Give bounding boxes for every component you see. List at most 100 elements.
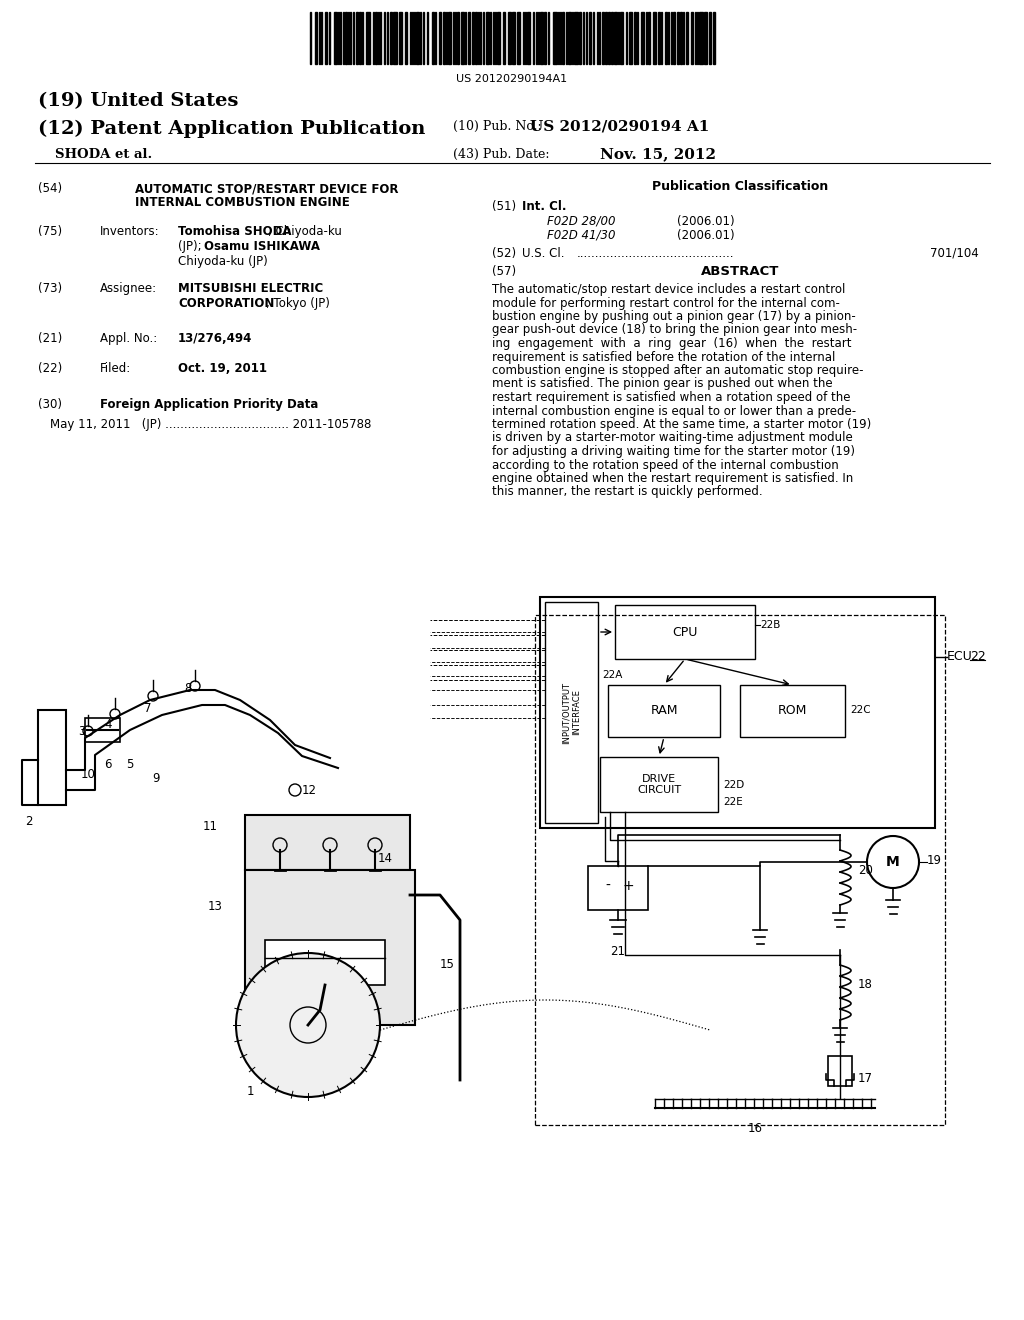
Text: MITSUBISHI ELECTRIC: MITSUBISHI ELECTRIC xyxy=(178,282,324,294)
Bar xyxy=(245,870,415,1026)
Bar xyxy=(527,12,530,63)
Text: RAM: RAM xyxy=(650,705,678,718)
Bar xyxy=(648,12,650,63)
Text: 15: 15 xyxy=(440,958,455,972)
Bar xyxy=(686,12,688,63)
Bar xyxy=(517,12,520,63)
Bar xyxy=(608,685,720,737)
Bar xyxy=(615,605,755,659)
Bar xyxy=(457,12,459,63)
Bar xyxy=(416,12,419,63)
Text: 16: 16 xyxy=(748,1122,763,1135)
Bar xyxy=(620,12,623,63)
Text: 11: 11 xyxy=(203,820,217,833)
Text: 22A: 22A xyxy=(602,671,623,680)
Text: 4: 4 xyxy=(104,718,112,731)
Text: (2006.01): (2006.01) xyxy=(677,215,734,228)
Text: INTERNAL COMBUSTION ENGINE: INTERNAL COMBUSTION ENGINE xyxy=(135,195,350,209)
Text: gear push-out device (18) to bring the pinion gear into mesh-: gear push-out device (18) to bring the p… xyxy=(492,323,857,337)
Bar xyxy=(366,12,370,63)
Bar xyxy=(740,685,845,737)
Bar xyxy=(399,12,402,63)
Bar xyxy=(245,814,410,870)
Text: 14: 14 xyxy=(378,851,393,865)
Bar xyxy=(359,12,361,63)
Text: (54): (54) xyxy=(38,182,62,195)
Text: Osamu ISHIKAWA: Osamu ISHIKAWA xyxy=(204,240,319,253)
Text: 22D: 22D xyxy=(723,780,744,789)
Text: US 20120290194A1: US 20120290194A1 xyxy=(457,74,567,84)
Bar xyxy=(85,718,120,742)
Bar xyxy=(677,12,679,63)
Text: (12) Patent Application Publication: (12) Patent Application Publication xyxy=(38,120,425,139)
Text: May 11, 2011   (JP) ................................. 2011-105788: May 11, 2011 (JP) ......................… xyxy=(50,418,372,432)
Text: F02D 28/00: F02D 28/00 xyxy=(547,215,615,228)
Text: Chiyoda-ku (JP): Chiyoda-ku (JP) xyxy=(178,255,267,268)
Text: 13: 13 xyxy=(208,900,222,913)
Text: US 2012/0290194 A1: US 2012/0290194 A1 xyxy=(530,119,710,133)
Bar xyxy=(503,12,505,63)
Text: ..........................................: ........................................… xyxy=(577,247,734,260)
Bar xyxy=(449,12,451,63)
Text: +: + xyxy=(623,879,634,894)
Bar xyxy=(611,12,613,63)
Text: 13/276,494: 13/276,494 xyxy=(178,333,252,345)
Text: for adjusting a driving waiting time for the starter motor (19): for adjusting a driving waiting time for… xyxy=(492,445,855,458)
Bar xyxy=(579,12,581,63)
Bar xyxy=(608,12,610,63)
Bar xyxy=(439,12,441,63)
Bar xyxy=(709,12,711,63)
Bar xyxy=(641,12,644,63)
Bar xyxy=(265,940,385,985)
Text: Nov. 15, 2012: Nov. 15, 2012 xyxy=(600,147,716,161)
Bar xyxy=(375,12,377,63)
Text: ROM: ROM xyxy=(778,705,807,718)
Text: Int. Cl.: Int. Cl. xyxy=(522,201,566,213)
Circle shape xyxy=(236,953,380,1097)
Text: (43) Pub. Date:: (43) Pub. Date: xyxy=(453,148,550,161)
Bar xyxy=(665,12,667,63)
Text: 7: 7 xyxy=(144,702,152,715)
Bar xyxy=(443,12,445,63)
Text: U.S. Cl.: U.S. Cl. xyxy=(522,247,564,260)
Bar xyxy=(574,12,578,63)
Text: ing  engagement  with  a  ring  gear  (16)  when  the  restart: ing engagement with a ring gear (16) whe… xyxy=(492,337,852,350)
Bar xyxy=(600,756,718,812)
Text: (10) Pub. No.:: (10) Pub. No.: xyxy=(453,120,542,133)
Bar xyxy=(356,12,358,63)
Text: CPU: CPU xyxy=(673,626,697,639)
Text: , Chiyoda-ku: , Chiyoda-ku xyxy=(268,224,342,238)
Text: F02D 41/30: F02D 41/30 xyxy=(547,228,615,242)
Text: engine obtained when the restart requirement is satisfied. In: engine obtained when the restart require… xyxy=(492,473,853,484)
Bar xyxy=(553,12,557,63)
Text: ment is satisfied. The pinion gear is pushed out when the: ment is satisfied. The pinion gear is pu… xyxy=(492,378,833,391)
Text: (30): (30) xyxy=(38,399,62,411)
Text: (51): (51) xyxy=(492,201,516,213)
Bar xyxy=(673,12,675,63)
Bar xyxy=(562,12,564,63)
Text: 12: 12 xyxy=(302,784,317,796)
Text: internal combustion engine is equal to or lower than a prede-: internal combustion engine is equal to o… xyxy=(492,404,856,417)
Text: (22): (22) xyxy=(38,362,62,375)
Text: (75): (75) xyxy=(38,224,62,238)
Text: is driven by a starter-motor waiting-time adjustment module: is driven by a starter-motor waiting-tim… xyxy=(492,432,853,445)
Bar xyxy=(602,12,604,63)
Bar xyxy=(699,12,703,63)
Text: 8: 8 xyxy=(184,682,191,696)
Bar xyxy=(461,12,464,63)
Bar xyxy=(614,12,617,63)
Bar xyxy=(432,12,434,63)
Text: (19) United States: (19) United States xyxy=(38,92,239,110)
Bar xyxy=(508,12,511,63)
Text: 22C: 22C xyxy=(850,705,870,715)
Text: (2006.01): (2006.01) xyxy=(677,228,734,242)
Bar xyxy=(540,12,543,63)
Text: restart requirement is satisfied when a rotation speed of the: restart requirement is satisfied when a … xyxy=(492,391,851,404)
Bar xyxy=(540,597,935,828)
Text: bustion engine by pushing out a pinion gear (17) by a pinion-: bustion engine by pushing out a pinion g… xyxy=(492,310,856,323)
Circle shape xyxy=(867,836,919,888)
Bar xyxy=(605,12,607,63)
Text: CORPORATION: CORPORATION xyxy=(178,297,274,310)
Text: module for performing restart control for the internal com-: module for performing restart control fo… xyxy=(492,297,840,309)
Bar xyxy=(393,12,397,63)
